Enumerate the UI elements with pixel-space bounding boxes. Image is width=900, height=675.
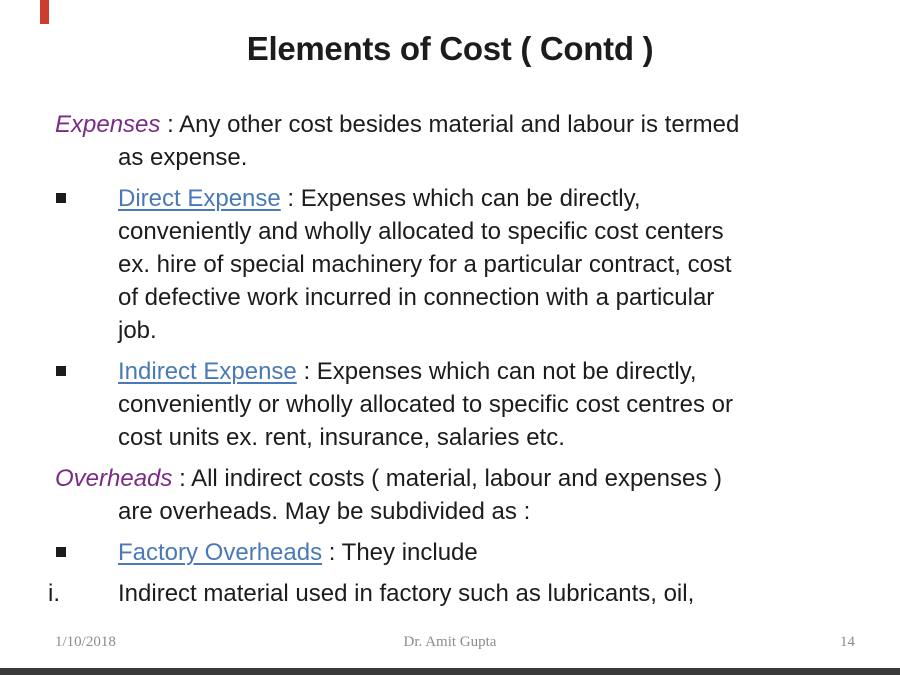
list-index-marker: i. [48,580,60,607]
hyperlink-text[interactable]: Factory Overheads [118,539,323,566]
text-run: Indirect material used in factory such a… [118,580,695,607]
footer-author: Dr. Amit Gupta [403,634,497,650]
slide-body: Expenses : Any other cost besides materi… [48,108,855,618]
slide-footer: 1/10/2018 Dr. Amit Gupta 14 [0,634,900,654]
hyperlink-text[interactable]: Direct Expense [118,185,281,212]
footer-date: 1/10/2018 [55,634,116,650]
bullet-square-icon [56,193,66,203]
slide-title: Elements of Cost ( Contd ) [246,30,654,67]
bullet-square-icon [56,547,66,557]
top-red-marker [40,0,49,24]
paragraph: Factory Overheads : They include [55,536,855,569]
bullet-square-icon [56,366,66,376]
term-emphasis: Overheads [55,465,173,492]
paragraph: Indirect Expense : Expenses which can no… [55,355,855,454]
bottom-edge-bar [0,668,900,675]
text-run: : Expenses which can not be directly, co… [118,358,733,451]
text-run: : Any other cost besides material and la… [118,111,740,171]
paragraph: Overheads : All indirect costs ( materia… [55,462,855,528]
text-run: : All indirect costs ( material, labour … [118,465,722,525]
text-run: : They include [322,539,478,566]
text-run: : Expenses which can be directly, conven… [118,185,732,344]
hyperlink-text[interactable]: Indirect Expense [118,358,297,385]
footer-page-number: 14 [840,634,855,650]
paragraph: Direct Expense : Expenses which can be d… [55,182,855,347]
term-emphasis: Expenses [55,111,161,138]
paragraph: Expenses : Any other cost besides materi… [55,108,855,174]
paragraph: i. Indirect material used in factory such… [48,577,855,610]
